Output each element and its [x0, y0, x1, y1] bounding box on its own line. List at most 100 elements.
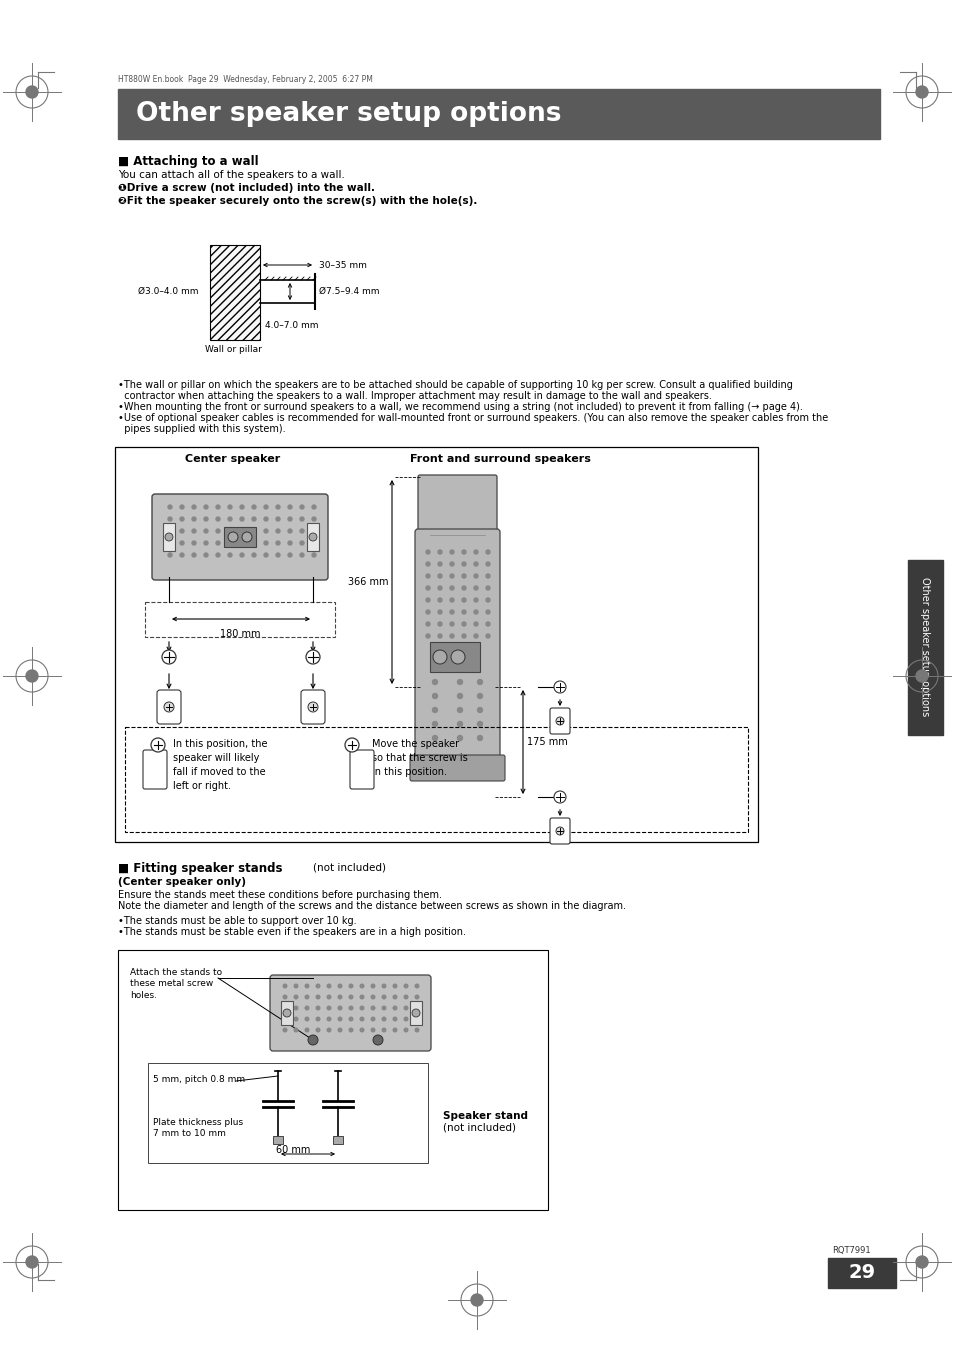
Circle shape [299, 517, 304, 521]
Circle shape [450, 574, 454, 578]
Circle shape [432, 735, 437, 740]
Circle shape [461, 562, 465, 566]
Circle shape [315, 984, 319, 988]
Circle shape [252, 553, 255, 557]
Circle shape [308, 1035, 317, 1046]
Circle shape [915, 670, 927, 682]
Text: RQT7991: RQT7991 [831, 1246, 870, 1255]
Circle shape [461, 611, 465, 613]
Circle shape [338, 996, 341, 998]
Circle shape [382, 1028, 385, 1032]
Circle shape [275, 540, 280, 544]
Circle shape [312, 517, 315, 521]
Circle shape [215, 530, 220, 534]
Circle shape [437, 550, 441, 554]
Circle shape [345, 738, 358, 753]
Circle shape [275, 505, 280, 509]
Text: Attach the stands to
these metal screw
holes.: Attach the stands to these metal screw h… [130, 969, 222, 1000]
Circle shape [450, 621, 454, 626]
Circle shape [180, 517, 184, 521]
Bar [115, 447, 758, 842]
Circle shape [327, 984, 331, 988]
Circle shape [393, 996, 396, 998]
Circle shape [426, 634, 430, 638]
Circle shape [165, 534, 172, 540]
Circle shape [474, 550, 477, 554]
Circle shape [308, 703, 317, 712]
Circle shape [426, 574, 430, 578]
Circle shape [485, 634, 490, 638]
Circle shape [415, 1017, 418, 1021]
FancyBboxPatch shape [410, 755, 504, 781]
Text: Wall or pillar: Wall or pillar [205, 345, 262, 354]
Circle shape [168, 517, 172, 521]
Circle shape [393, 1028, 396, 1032]
Text: •Use of optional speaker cables is recommended for wall-mounted front or surroun: •Use of optional speaker cables is recom… [118, 413, 827, 423]
Circle shape [294, 984, 297, 988]
Text: HT880W En.book  Page 29  Wednesday, February 2, 2005  6:27 PM: HT880W En.book Page 29 Wednesday, Februa… [118, 76, 373, 85]
Circle shape [240, 540, 244, 544]
Text: 4.0–7.0 mm: 4.0–7.0 mm [265, 320, 318, 330]
Circle shape [404, 996, 407, 998]
Circle shape [360, 1017, 363, 1021]
Text: Front and surround speakers: Front and surround speakers [410, 454, 590, 463]
Circle shape [164, 703, 173, 712]
Circle shape [457, 680, 462, 685]
Circle shape [415, 1028, 418, 1032]
Circle shape [252, 530, 255, 534]
Circle shape [168, 530, 172, 534]
Circle shape [371, 996, 375, 998]
Circle shape [252, 517, 255, 521]
Circle shape [474, 621, 477, 626]
Text: 29: 29 [847, 1263, 875, 1282]
Circle shape [312, 505, 315, 509]
Text: contractor when attaching the speakers to a wall. Improper attachment may result: contractor when attaching the speakers t… [118, 390, 711, 401]
Bar [410, 1001, 421, 1025]
FancyBboxPatch shape [270, 975, 431, 1051]
Circle shape [264, 505, 268, 509]
Circle shape [264, 517, 268, 521]
Bar [273, 1136, 283, 1144]
FancyBboxPatch shape [415, 530, 499, 765]
Circle shape [309, 534, 316, 540]
Circle shape [228, 553, 232, 557]
Circle shape [451, 650, 464, 663]
Circle shape [556, 827, 563, 835]
Circle shape [450, 611, 454, 613]
Circle shape [349, 1028, 353, 1032]
Circle shape [299, 553, 304, 557]
Text: In this position, the
speaker will likely
fall if moved to the
left or right.: In this position, the speaker will likel… [172, 739, 267, 790]
Circle shape [426, 621, 430, 626]
Text: Ensure the stands meet these conditions before purchasing them.: Ensure the stands meet these conditions … [118, 890, 441, 900]
Circle shape [204, 540, 208, 544]
Circle shape [180, 505, 184, 509]
Circle shape [415, 996, 418, 998]
Circle shape [474, 586, 477, 590]
Circle shape [404, 1017, 407, 1021]
Bar [907, 561, 942, 735]
Text: Move the speaker
so that the screw is
in this position.: Move the speaker so that the screw is in… [372, 739, 467, 777]
Bar [281, 1001, 293, 1025]
Circle shape [382, 996, 385, 998]
Circle shape [437, 562, 441, 566]
Circle shape [168, 505, 172, 509]
Circle shape [215, 553, 220, 557]
Circle shape [312, 553, 315, 557]
Circle shape [404, 984, 407, 988]
Circle shape [360, 996, 363, 998]
Text: Ø7.5–9.4 mm: Ø7.5–9.4 mm [318, 286, 379, 296]
FancyBboxPatch shape [350, 750, 374, 789]
Text: 180 mm: 180 mm [219, 630, 260, 639]
Circle shape [437, 611, 441, 613]
Circle shape [349, 1017, 353, 1021]
Circle shape [437, 621, 441, 626]
Circle shape [349, 984, 353, 988]
Circle shape [371, 1028, 375, 1032]
Circle shape [474, 574, 477, 578]
Circle shape [393, 1006, 396, 1009]
FancyBboxPatch shape [550, 708, 569, 734]
Text: Other speaker setup options: Other speaker setup options [919, 577, 929, 716]
Circle shape [305, 984, 309, 988]
Circle shape [415, 984, 418, 988]
Circle shape [294, 1017, 297, 1021]
